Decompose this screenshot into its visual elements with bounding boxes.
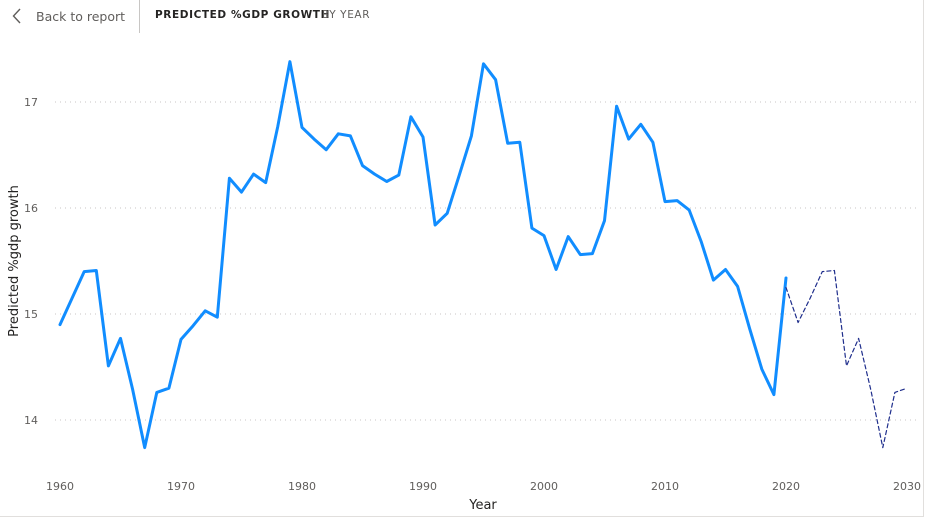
y-tick-label: 15	[24, 308, 38, 321]
x-tick-label: 2020	[772, 480, 800, 493]
x-axis-title: Year	[468, 498, 497, 513]
x-tick-label: 2000	[530, 480, 558, 493]
gridlines	[55, 101, 916, 421]
forecast-series-line[interactable]	[785, 269, 908, 449]
x-tick-label: 1990	[409, 480, 437, 493]
focus-mode-header: Back to report PREDICTED %GDP GROWTH BY …	[0, 0, 925, 34]
y-tick-label: 14	[24, 414, 38, 427]
back-to-report-label: Back to report	[36, 8, 126, 24]
series-layer[interactable]	[58, 60, 908, 450]
y-tick-label: 17	[24, 96, 38, 109]
x-tick-label: 1960	[46, 480, 74, 493]
visual-subtitle: BY YEAR	[322, 9, 371, 21]
chevron-left-icon	[12, 8, 21, 24]
x-tick-label: 1980	[288, 480, 316, 493]
y-tick-label: 16	[24, 202, 38, 215]
back-to-report-button[interactable]: Back to report	[12, 4, 125, 28]
actual-series-line[interactable]	[58, 60, 788, 450]
x-tick-label: 2030	[893, 480, 921, 493]
x-tick-label: 1970	[167, 480, 195, 493]
x-tick-label: 2010	[651, 480, 679, 493]
y-axis-title: Predicted %gdp growth	[7, 185, 22, 337]
visual-title: PREDICTED %GDP GROWTH	[155, 9, 330, 21]
header-divider	[139, 0, 140, 33]
x-axis-ticks: 1960 1970 1980 1990 2000 2010 2020 2030	[46, 480, 921, 493]
y-axis-ticks: 14 15 16 17	[24, 96, 38, 427]
